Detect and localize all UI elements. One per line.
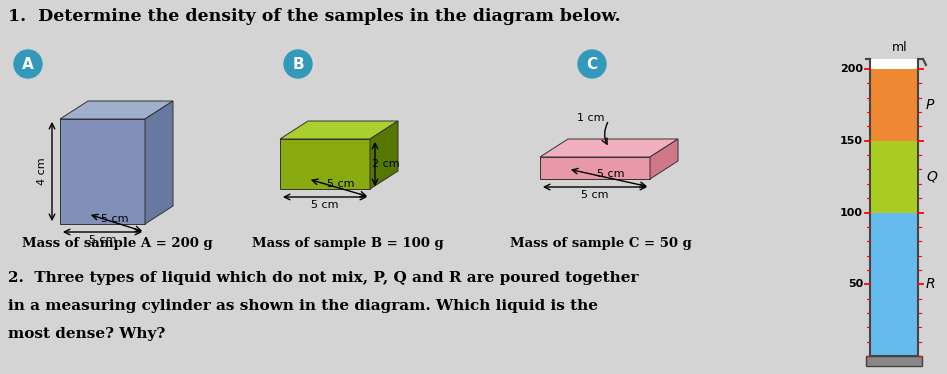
Text: 4 cm: 4 cm: [37, 158, 47, 185]
Polygon shape: [650, 139, 678, 179]
Bar: [866, 356, 922, 366]
Bar: [870, 59, 918, 69]
Text: 5 cm: 5 cm: [328, 179, 355, 189]
Text: 2 cm: 2 cm: [372, 159, 400, 169]
Circle shape: [578, 50, 606, 78]
Text: most dense? Why?: most dense? Why?: [8, 327, 165, 341]
Polygon shape: [145, 101, 173, 224]
Text: 50: 50: [848, 279, 863, 289]
Polygon shape: [280, 139, 370, 189]
Bar: [870, 141, 918, 212]
Text: 5 cm: 5 cm: [598, 169, 625, 179]
Circle shape: [284, 50, 312, 78]
Text: 1 cm: 1 cm: [578, 113, 605, 123]
Text: P: P: [926, 98, 935, 112]
Text: ml: ml: [892, 40, 908, 53]
Text: A: A: [22, 56, 34, 71]
Text: in a measuring cylinder as shown in the diagram. Which liquid is the: in a measuring cylinder as shown in the …: [8, 299, 598, 313]
Text: C: C: [586, 56, 598, 71]
Text: Q: Q: [926, 170, 937, 184]
Text: 100: 100: [840, 208, 863, 218]
Text: 1.  Determine the density of the samples in the diagram below.: 1. Determine the density of the samples …: [8, 8, 620, 25]
Text: 5 cm: 5 cm: [312, 200, 339, 210]
Text: B: B: [293, 56, 304, 71]
Text: Mass of sample A = 200 g: Mass of sample A = 200 g: [22, 237, 213, 250]
Polygon shape: [540, 139, 678, 157]
Text: Mass of sample B = 100 g: Mass of sample B = 100 g: [252, 237, 443, 250]
Text: 5 cm: 5 cm: [100, 214, 128, 224]
Bar: [870, 69, 918, 141]
Polygon shape: [370, 121, 398, 189]
Polygon shape: [280, 121, 398, 139]
Polygon shape: [60, 101, 173, 119]
Polygon shape: [540, 157, 650, 179]
Circle shape: [14, 50, 42, 78]
Bar: [870, 212, 918, 356]
Polygon shape: [60, 119, 145, 224]
Text: Mass of sample C = 50 g: Mass of sample C = 50 g: [510, 237, 691, 250]
Text: 5 cm: 5 cm: [581, 190, 609, 200]
Text: 2.  Three types of liquid which do not mix, P, Q and R are poured together: 2. Three types of liquid which do not mi…: [8, 271, 638, 285]
Text: R: R: [926, 277, 936, 291]
Text: 200: 200: [840, 64, 863, 74]
Text: 150: 150: [840, 136, 863, 146]
Text: 5 cm: 5 cm: [89, 235, 116, 245]
